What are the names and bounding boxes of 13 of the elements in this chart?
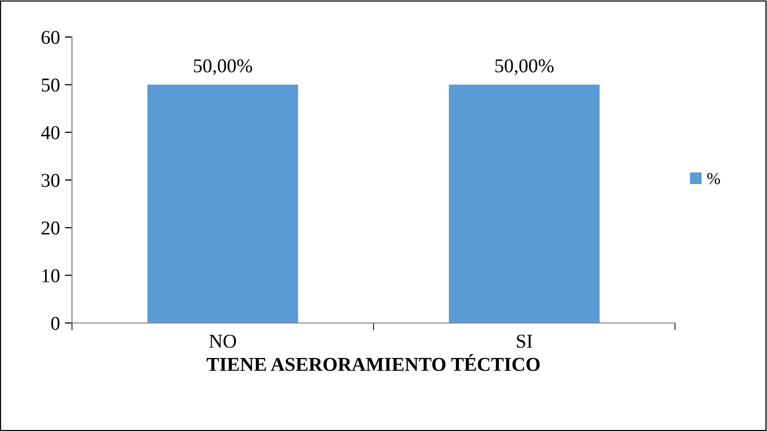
y-tick-label: 60 [42,30,60,44]
y-tick-label: 50 [42,78,60,92]
x-tick-label: NO [209,334,236,348]
legend-label: % [707,172,720,184]
data-label: 50,00% [194,59,252,76]
y-tick-label: 30 [42,174,60,187]
x-tick-label: SI [516,334,532,348]
y-tick-label: 40 [41,126,60,140]
y-tick-label: 0 [51,316,60,330]
y-tick-label: 10 [42,269,60,282]
x-axis-title: TIENE ASERORAMIENTO TÉCTICO [206,354,540,371]
data-label: 50,00% [495,59,554,76]
y-tick-label: 20 [42,221,60,235]
